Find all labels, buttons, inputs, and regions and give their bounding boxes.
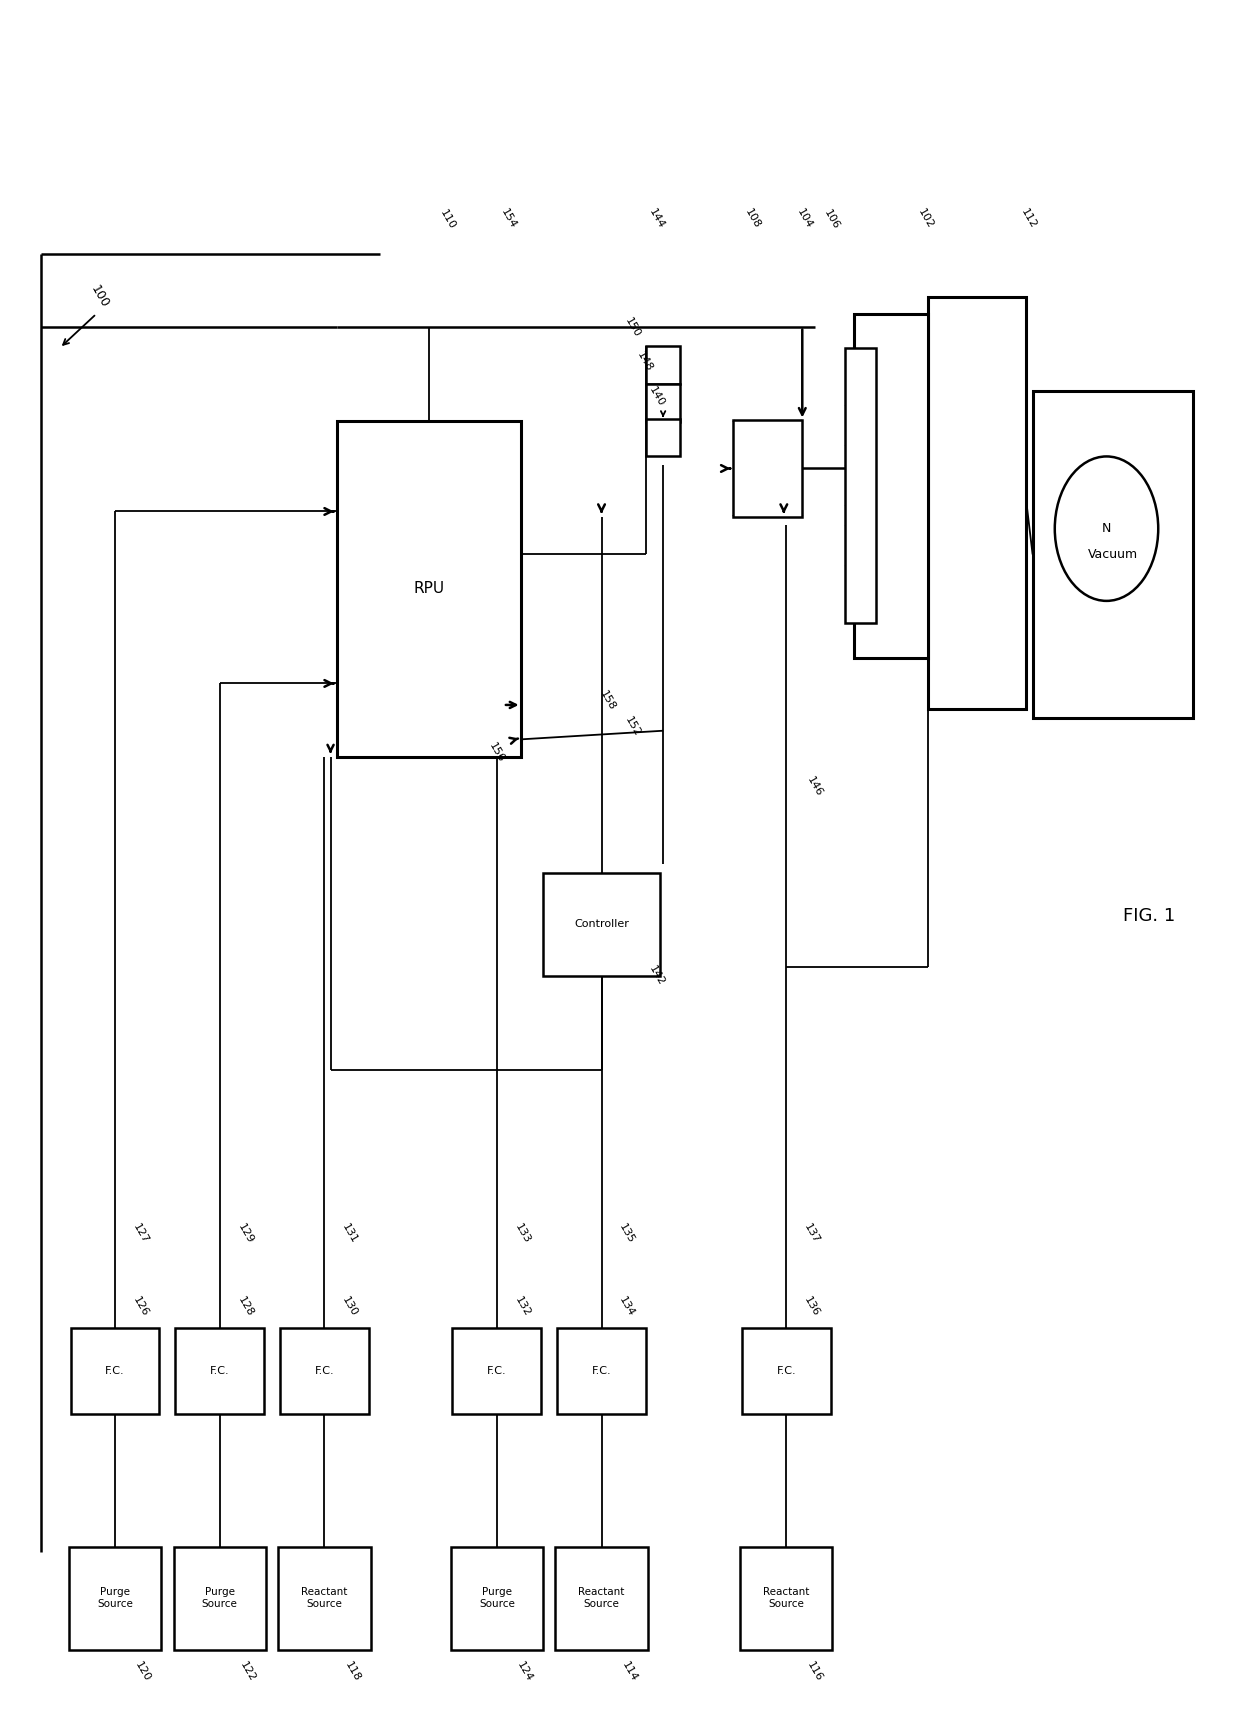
Text: 120: 120 [134,1661,153,1683]
FancyBboxPatch shape [844,347,875,624]
Text: F.C.: F.C. [776,1367,796,1375]
FancyBboxPatch shape [543,873,660,976]
Text: F.C.: F.C. [487,1367,507,1375]
Text: 102: 102 [916,207,935,232]
Text: 131: 131 [341,1222,360,1246]
Text: Controller: Controller [574,919,629,930]
Text: 150: 150 [622,316,642,339]
Text: 144: 144 [647,207,667,232]
Text: 156: 156 [487,741,506,764]
FancyBboxPatch shape [1033,391,1193,717]
Text: 146: 146 [805,774,825,798]
Text: 133: 133 [513,1222,532,1246]
Text: 104: 104 [795,207,815,232]
Text: 112: 112 [1019,207,1039,232]
Text: 152: 152 [622,715,642,738]
Text: Vacuum: Vacuum [1087,548,1138,562]
FancyBboxPatch shape [646,346,681,384]
Text: 140: 140 [647,385,667,408]
Text: 126: 126 [131,1294,150,1318]
Text: 122: 122 [238,1661,258,1683]
Text: 110: 110 [438,207,458,232]
Text: Purge
Source: Purge Source [202,1588,238,1609]
Text: 100: 100 [88,283,112,309]
Text: 134: 134 [618,1294,637,1318]
FancyBboxPatch shape [928,297,1027,708]
Text: 116: 116 [805,1661,823,1683]
FancyBboxPatch shape [450,1547,543,1650]
Text: 158: 158 [598,689,618,712]
Text: N: N [1102,522,1111,536]
Text: 127: 127 [131,1222,150,1246]
FancyBboxPatch shape [740,1547,832,1650]
Text: Purge
Source: Purge Source [97,1588,133,1609]
Text: 108: 108 [744,207,763,232]
Text: Reactant
Source: Reactant Source [578,1588,625,1609]
FancyBboxPatch shape [174,1547,265,1650]
Text: F.C.: F.C. [315,1367,335,1375]
FancyBboxPatch shape [733,420,802,517]
Text: F.C.: F.C. [591,1367,611,1375]
Text: 137: 137 [802,1222,822,1246]
FancyBboxPatch shape [69,1547,161,1650]
FancyBboxPatch shape [646,418,681,456]
Text: Reactant
Source: Reactant Source [763,1588,810,1609]
FancyBboxPatch shape [556,1547,647,1650]
Text: 130: 130 [341,1294,360,1318]
Text: 128: 128 [236,1294,255,1318]
FancyBboxPatch shape [71,1329,160,1414]
FancyBboxPatch shape [557,1329,646,1414]
Text: FIG. 1: FIG. 1 [1123,907,1176,924]
FancyBboxPatch shape [278,1547,371,1650]
Text: 129: 129 [236,1222,255,1246]
FancyBboxPatch shape [280,1329,368,1414]
FancyBboxPatch shape [453,1329,541,1414]
Text: RPU: RPU [413,581,445,596]
Text: 106: 106 [822,207,842,232]
Text: Reactant
Source: Reactant Source [301,1588,347,1609]
Text: 124: 124 [516,1661,534,1683]
Text: 114: 114 [620,1661,640,1683]
Text: 132: 132 [513,1294,532,1318]
FancyBboxPatch shape [854,314,928,658]
Text: 148: 148 [635,351,655,373]
Text: 136: 136 [802,1294,821,1318]
Text: 135: 135 [618,1222,636,1246]
FancyBboxPatch shape [337,422,522,757]
Text: F.C.: F.C. [210,1367,229,1375]
FancyBboxPatch shape [646,384,681,422]
Text: 118: 118 [343,1661,362,1683]
FancyBboxPatch shape [742,1329,831,1414]
Text: 154: 154 [500,207,518,232]
Text: 142: 142 [647,964,667,987]
FancyBboxPatch shape [175,1329,264,1414]
Text: Purge
Source: Purge Source [479,1588,515,1609]
Text: F.C.: F.C. [105,1367,125,1375]
